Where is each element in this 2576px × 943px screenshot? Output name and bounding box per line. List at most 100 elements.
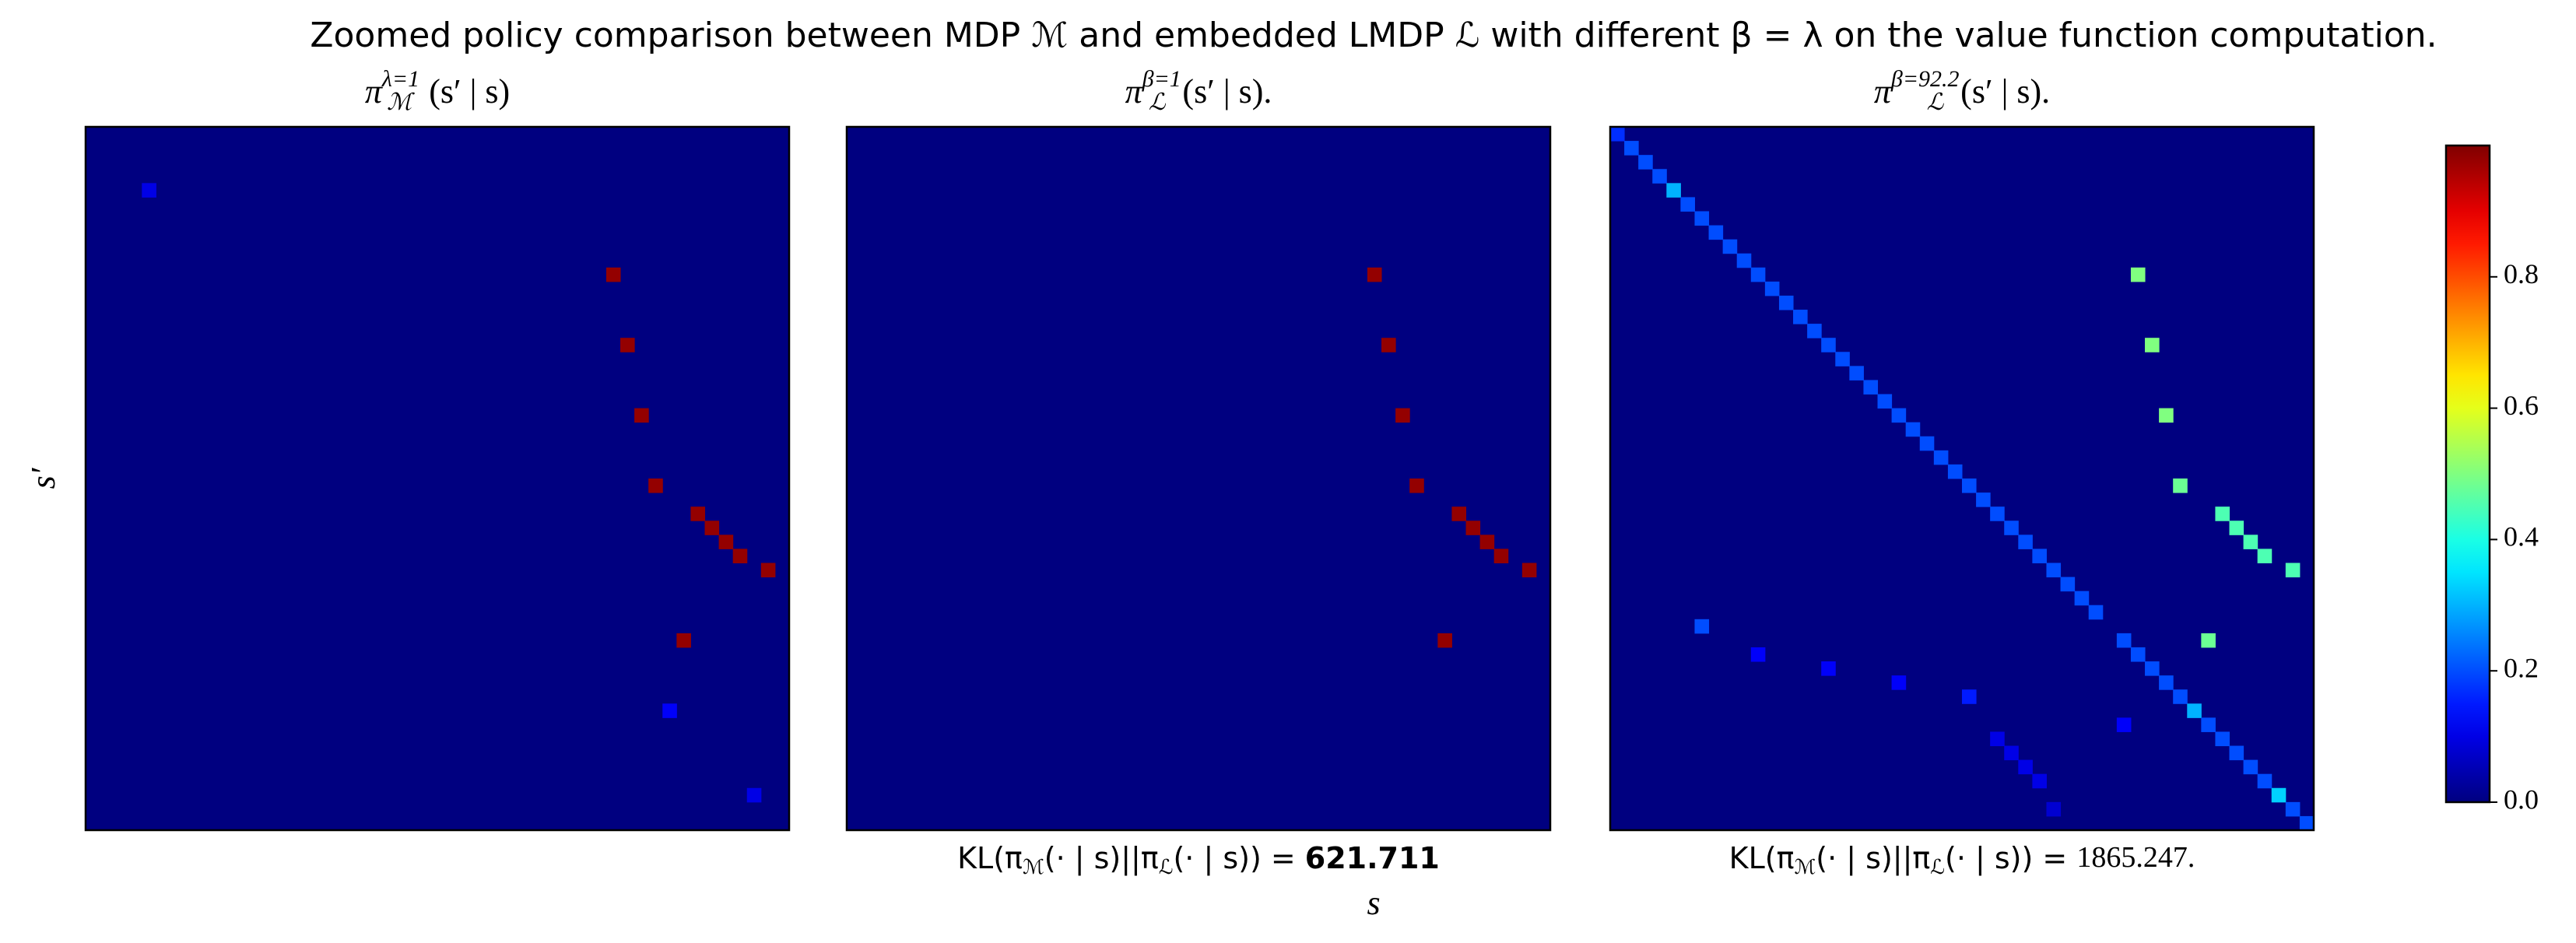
heatmap-background <box>86 127 789 830</box>
panel-title: πλ=1 ℳ (s′ | s) <box>365 66 510 115</box>
heatmap-cell <box>2159 408 2174 423</box>
heatmap-cell <box>1479 535 1495 549</box>
heatmap-cell <box>1465 521 1481 535</box>
heatmap-cell <box>1521 563 1537 578</box>
heatmap-cell <box>2201 717 2216 732</box>
heatmap-cell <box>1694 211 1710 226</box>
heatmap-cell <box>2285 563 2301 578</box>
heatmap-cell <box>2018 759 2033 775</box>
heatmap-cell <box>1624 141 1639 156</box>
colorbar-tick-label: 0.4 <box>2504 521 2539 552</box>
heatmap-cell <box>1736 253 1752 268</box>
heatmap-cell <box>2032 549 2047 563</box>
kl-part: (· | s)||π <box>1816 841 1930 876</box>
heatmap-cell <box>2173 689 2188 704</box>
title-part: ℒ <box>1149 89 1167 115</box>
kl-part: KL(π <box>1729 841 1795 875</box>
heatmap-cell <box>1891 675 1907 690</box>
heatmap-panel <box>1609 125 2315 832</box>
heatmap-cell <box>2116 633 2132 648</box>
heatmap-cell <box>718 535 734 549</box>
heatmap-cell <box>1680 197 1695 212</box>
heatmap-cell <box>1821 661 1836 676</box>
kl-part: ℒ <box>1930 856 1945 879</box>
kl-part: (· | s)) = <box>1173 841 1304 876</box>
kl-part: ℳ <box>1794 856 1816 879</box>
title-part: π <box>1874 72 1893 110</box>
heatmap-cell <box>1863 380 1879 395</box>
kl-part: ℳ <box>1023 856 1044 879</box>
heatmap-cell <box>1849 366 1864 380</box>
heatmap-cell <box>2145 338 2160 352</box>
heatmap-cell <box>2046 801 2062 817</box>
heatmap-cell <box>648 479 663 493</box>
heatmap-cell <box>1962 689 1977 704</box>
heatmap-cell <box>1708 225 1724 240</box>
heatmap-cell <box>2299 815 2315 831</box>
heatmap-cell <box>1750 647 1766 662</box>
heatmap-cell <box>1962 479 1977 493</box>
heatmap-cell <box>605 267 621 282</box>
heatmap-cell <box>1835 352 1850 366</box>
heatmap-cell <box>1990 731 2005 747</box>
heatmap-cell <box>2046 563 2062 578</box>
heatmap-cell <box>1652 169 1667 184</box>
heatmap-cell <box>1990 507 2005 521</box>
title-part: π <box>365 72 384 110</box>
kl-label: KL(πℳ(· | s)||πℒ(· | s)) = 621.711 <box>957 841 1440 879</box>
heatmap-cell <box>2074 591 2090 606</box>
heatmap-cell <box>1933 450 1949 465</box>
heatmap-cell <box>2229 745 2244 761</box>
heatmap-cell <box>1891 408 1907 423</box>
heatmap-cell <box>2257 773 2272 789</box>
x-axis-label: s <box>1367 884 1380 922</box>
heatmap-cell <box>2116 717 2132 732</box>
heatmap-cell <box>1694 619 1710 634</box>
heatmap-cell <box>142 183 156 198</box>
kl-part: (· | s)) = <box>1945 841 2076 876</box>
kl-value: 1865.247. <box>2076 841 2195 874</box>
heatmap-cell <box>1437 633 1452 648</box>
heatmap-cell <box>1877 394 1893 409</box>
heatmap-cell <box>760 563 776 578</box>
heatmap-cell <box>1905 422 1921 437</box>
y-axis-label: s′ <box>24 467 62 489</box>
heatmap-cell <box>704 521 720 535</box>
heatmap-cell <box>1367 267 1382 282</box>
heatmap-cell <box>1778 295 1794 310</box>
title-part: β=92.2 <box>1890 66 1960 92</box>
heatmap-cell <box>2130 267 2146 282</box>
heatmap-cell <box>1919 436 1935 451</box>
heatmap-cell <box>2173 479 2188 493</box>
heatmap-cell <box>2145 661 2160 676</box>
heatmap-cell <box>2004 521 2019 535</box>
heatmap-cell <box>1793 310 1808 324</box>
title-part: λ=1 <box>381 66 419 92</box>
heatmap-cell <box>2032 773 2047 789</box>
colorbar-tick-label: 0.0 <box>2504 783 2539 815</box>
heatmap-cell <box>2187 703 2202 718</box>
colorbar-tick-label: 0.2 <box>2504 652 2539 683</box>
kl-value: 621.711 <box>1305 841 1440 875</box>
kl-part: ℒ <box>1159 856 1174 879</box>
heatmap-cell <box>690 507 706 521</box>
heatmap-cell <box>2285 801 2301 817</box>
colorbar-tick-label: 0.6 <box>2504 390 2539 421</box>
heatmap-cell <box>1947 464 1963 479</box>
heatmap-panel <box>845 125 1552 832</box>
heatmap-cell <box>2018 535 2033 549</box>
title-part: (s′ | s) <box>429 72 510 110</box>
panel-title: πβ=92.2 ℒ (s′ | s). <box>1874 66 2050 115</box>
panel-frame <box>845 125 1552 832</box>
figure-title: Zoomed policy comparison between MDP ℳ a… <box>310 16 2437 55</box>
heatmap-cell <box>2215 507 2230 521</box>
heatmap-background <box>847 127 1550 830</box>
heatmap-cell <box>1976 493 1991 507</box>
title-part: ℒ <box>1927 89 1945 115</box>
heatmap-cell <box>1764 281 1780 296</box>
heatmap-cell <box>2215 731 2230 747</box>
heatmap-cell <box>1610 127 1625 142</box>
heatmap-cell <box>1821 338 1836 352</box>
kl-part: KL(π <box>957 841 1023 875</box>
